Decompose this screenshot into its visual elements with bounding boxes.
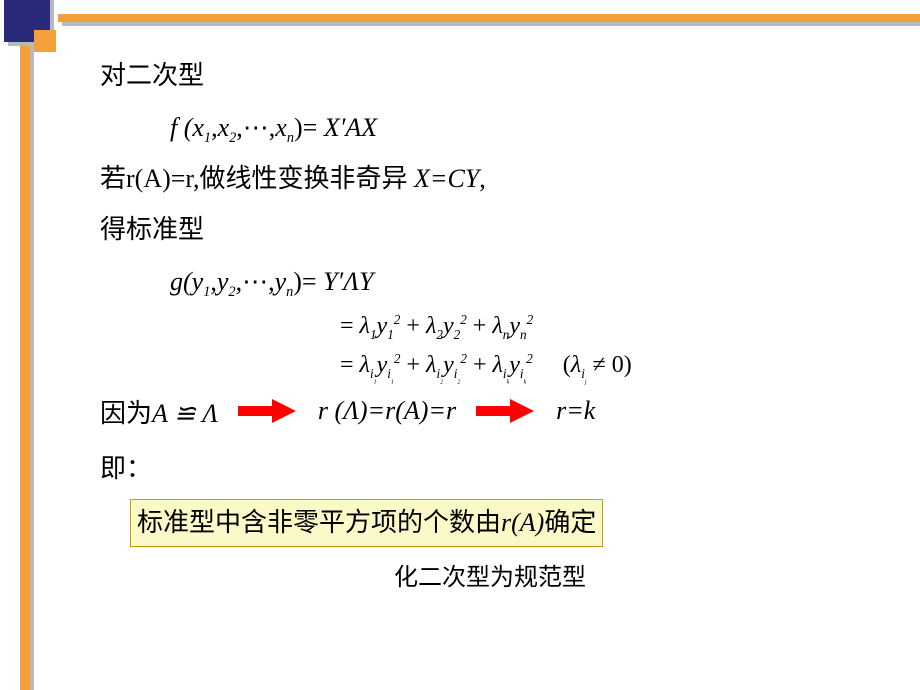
- slide-footer-title: 化二次型为规范型: [100, 557, 880, 592]
- slide-top-decor: [0, 0, 920, 50]
- slide-left-decor: [0, 0, 60, 690]
- text-line-2: 若r(A)=r,做线性变换非奇异 X=CY,: [100, 158, 880, 200]
- text-ji: 即：: [100, 448, 880, 490]
- arrow-icon: [238, 397, 298, 425]
- text-line-3: 得标准型: [100, 209, 880, 251]
- equation-g: g(y1,y2,⋯,yn)= Y′ΛY: [170, 261, 880, 304]
- equation-f: f (x1,x2,⋯,xn)= X′AX: [170, 107, 880, 150]
- equation-g-expand-1: = λ1y12 + λ2y22 + λnyn2: [340, 312, 880, 343]
- highlight-conclusion: 标准型中含非零平方项的个数由r(A)确定: [130, 499, 880, 547]
- equation-g-expand-2: = λi1yi12 + λi2yi22 + λikyik2 (λij ≠ 0): [340, 351, 880, 385]
- implication-row: 因为A ≌ Λ r (Λ)=r(A)=r r=k: [100, 393, 880, 430]
- slide-content: 对二次型 f (x1,x2,⋯,xn)= X′AX 若r(A)=r,做线性变换非…: [100, 55, 880, 592]
- arrow-icon: [476, 397, 536, 425]
- text-line-1: 对二次型: [100, 55, 880, 97]
